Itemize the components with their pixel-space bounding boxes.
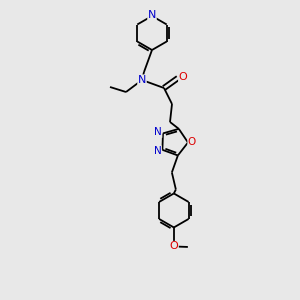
Text: O: O bbox=[178, 72, 188, 82]
Text: O: O bbox=[169, 242, 178, 251]
Text: O: O bbox=[188, 137, 196, 148]
Text: N: N bbox=[154, 146, 161, 156]
Text: N: N bbox=[154, 128, 162, 137]
Text: N: N bbox=[138, 75, 146, 85]
Text: N: N bbox=[148, 10, 156, 20]
